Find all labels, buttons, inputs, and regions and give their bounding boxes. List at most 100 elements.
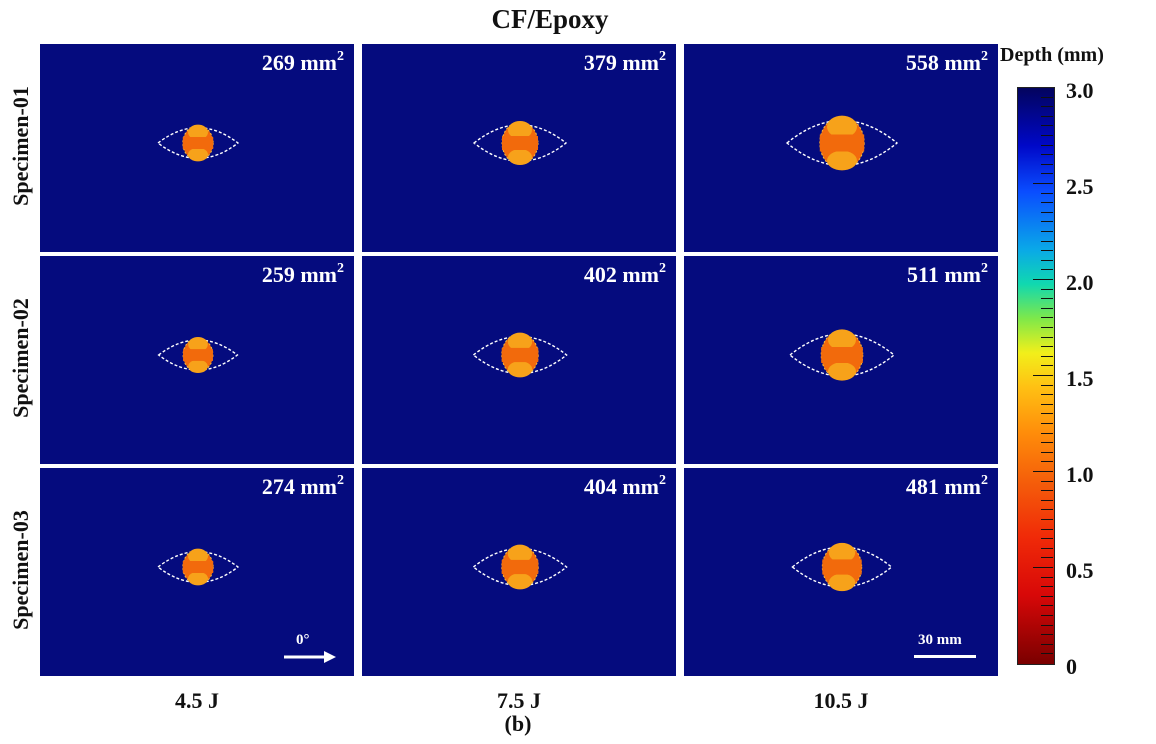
damage-area-label: 269 mm2 bbox=[262, 49, 344, 76]
damage-area-exponent: 2 bbox=[981, 260, 988, 276]
colorbar-label-0-5: 0.5 bbox=[1066, 558, 1094, 583]
colorbar-tick bbox=[1041, 519, 1053, 520]
colorbar-title: Depth (mm) bbox=[1000, 44, 1104, 66]
colorbar-tick bbox=[1041, 259, 1053, 261]
delamination-outline bbox=[472, 335, 568, 375]
damage-band bbox=[819, 134, 865, 152]
damage-area-exponent: 2 bbox=[981, 472, 988, 488]
colorbar-tick bbox=[1041, 346, 1053, 348]
fiber-direction-arrow-icon bbox=[284, 651, 336, 663]
colorbar-tick bbox=[1041, 432, 1053, 434]
damage-lobe-top bbox=[188, 124, 208, 140]
colorbar-tick bbox=[1041, 231, 1053, 232]
colorbar-tick bbox=[1041, 240, 1053, 242]
colorbar-tick bbox=[1041, 211, 1053, 213]
colorbar-tick bbox=[1041, 115, 1053, 117]
damage-map bbox=[472, 544, 568, 590]
damage-band bbox=[821, 347, 863, 363]
colorbar-tick bbox=[1033, 183, 1053, 184]
damage-area-exponent: 2 bbox=[337, 472, 344, 488]
colorbar-tick bbox=[1041, 384, 1053, 386]
damage-band bbox=[183, 349, 213, 361]
colorbar-tick bbox=[1041, 653, 1053, 655]
colorbar-tick bbox=[1041, 154, 1053, 156]
colorbar-tick bbox=[1041, 557, 1053, 559]
figure-title: CF/Epoxy bbox=[491, 4, 609, 34]
colorbar-tick bbox=[1041, 269, 1053, 271]
damage-map bbox=[156, 548, 240, 586]
damage-area-value: 558 mm bbox=[905, 50, 981, 75]
colorbar-tick bbox=[1041, 480, 1053, 482]
colorbar-tick bbox=[1041, 624, 1053, 626]
damage-area-value: 402 mm bbox=[583, 262, 659, 287]
delamination-outline bbox=[472, 124, 568, 162]
colorbar-tick bbox=[1041, 605, 1053, 607]
colorbar-tick bbox=[1041, 442, 1053, 444]
delamination-outline bbox=[156, 126, 240, 160]
damage-area-label: 402 mm2 bbox=[583, 260, 666, 288]
delamination-outline bbox=[156, 550, 240, 584]
colorbar-tick bbox=[1041, 221, 1053, 223]
colorbar-label-2-5: 2.5 bbox=[1066, 174, 1094, 199]
colorbar-tick bbox=[1041, 365, 1053, 367]
damage-map bbox=[156, 124, 240, 162]
damage-lobe-top bbox=[828, 542, 856, 563]
colorbar-tick bbox=[1041, 250, 1053, 252]
colorbar-tick bbox=[1041, 423, 1053, 424]
damage-lobe-bottom bbox=[188, 359, 208, 374]
damage-area-label: 274 mm2 bbox=[261, 472, 344, 500]
colorbar-tick bbox=[1041, 394, 1053, 396]
damage-lobe-top bbox=[507, 332, 533, 351]
col-label-4-5j: 4.5 J bbox=[175, 688, 219, 713]
c-scan-panel: 558 mm2 bbox=[684, 44, 998, 252]
damage-area-value: 259 mm bbox=[261, 262, 337, 287]
c-scan-panel: 259 mm2 bbox=[40, 256, 354, 464]
c-scan-panel: 404 mm2 bbox=[362, 468, 676, 676]
colorbar-tick bbox=[1041, 547, 1053, 549]
colorbar-tick bbox=[1041, 288, 1053, 290]
damage-area-exponent: 2 bbox=[337, 260, 344, 276]
damage-lobe-bottom bbox=[188, 147, 208, 162]
colorbar-tick bbox=[1041, 615, 1053, 616]
colorbar-tick bbox=[1041, 643, 1053, 645]
damage-lobe-bottom bbox=[828, 573, 856, 592]
damage-map bbox=[785, 115, 899, 171]
colorbar-label-1-5: 1.5 bbox=[1066, 366, 1094, 391]
damage-lobe-top bbox=[188, 548, 208, 564]
damage-lobe-top bbox=[827, 115, 857, 138]
subfigure-label: (b) bbox=[504, 711, 532, 736]
damage-lobe-bottom bbox=[827, 150, 857, 171]
colorbar-tick bbox=[1041, 586, 1053, 588]
damage-area-exponent: 2 bbox=[659, 260, 666, 276]
damage-lobe-top bbox=[507, 544, 533, 563]
damage-lobe-bottom bbox=[507, 361, 533, 378]
colorbar-tick bbox=[1041, 461, 1053, 463]
colorbar-tick bbox=[1041, 490, 1053, 492]
row-label-specimen-02: Specimen-02 bbox=[8, 298, 33, 418]
damage-map bbox=[157, 336, 239, 374]
damage-lobe-top bbox=[188, 336, 208, 352]
damage-lobe-bottom bbox=[507, 573, 533, 590]
damage-area-exponent: 2 bbox=[659, 472, 666, 488]
colorbar-tick bbox=[1041, 413, 1053, 415]
colorbar-ticks bbox=[1017, 87, 1053, 663]
colorbar-tick bbox=[1033, 471, 1053, 472]
delamination-outline bbox=[788, 333, 896, 377]
damage-band bbox=[822, 559, 862, 575]
damage-area-label: 511 mm2 bbox=[907, 260, 988, 288]
damage-band bbox=[501, 559, 539, 575]
c-scan-panel: 481 mm2 30 mm bbox=[684, 468, 998, 676]
damage-area-label: 404 mm2 bbox=[584, 472, 666, 500]
c-scan-panel: 269 mm2 bbox=[40, 44, 354, 252]
scale-bar-label: 30 mm bbox=[918, 632, 962, 648]
damage-map bbox=[472, 121, 568, 165]
colorbar-tick bbox=[1041, 298, 1053, 300]
colorbar-tick bbox=[1041, 509, 1053, 511]
colorbar-tick bbox=[1041, 192, 1053, 194]
damage-lobe-bottom bbox=[188, 571, 208, 586]
damage-area-value: 274 mm bbox=[261, 474, 337, 499]
damage-area-value: 511 mm bbox=[907, 262, 981, 287]
scale-bar bbox=[914, 655, 976, 658]
c-scan-panel: 379 mm2 bbox=[362, 44, 676, 252]
damage-band bbox=[182, 561, 214, 573]
